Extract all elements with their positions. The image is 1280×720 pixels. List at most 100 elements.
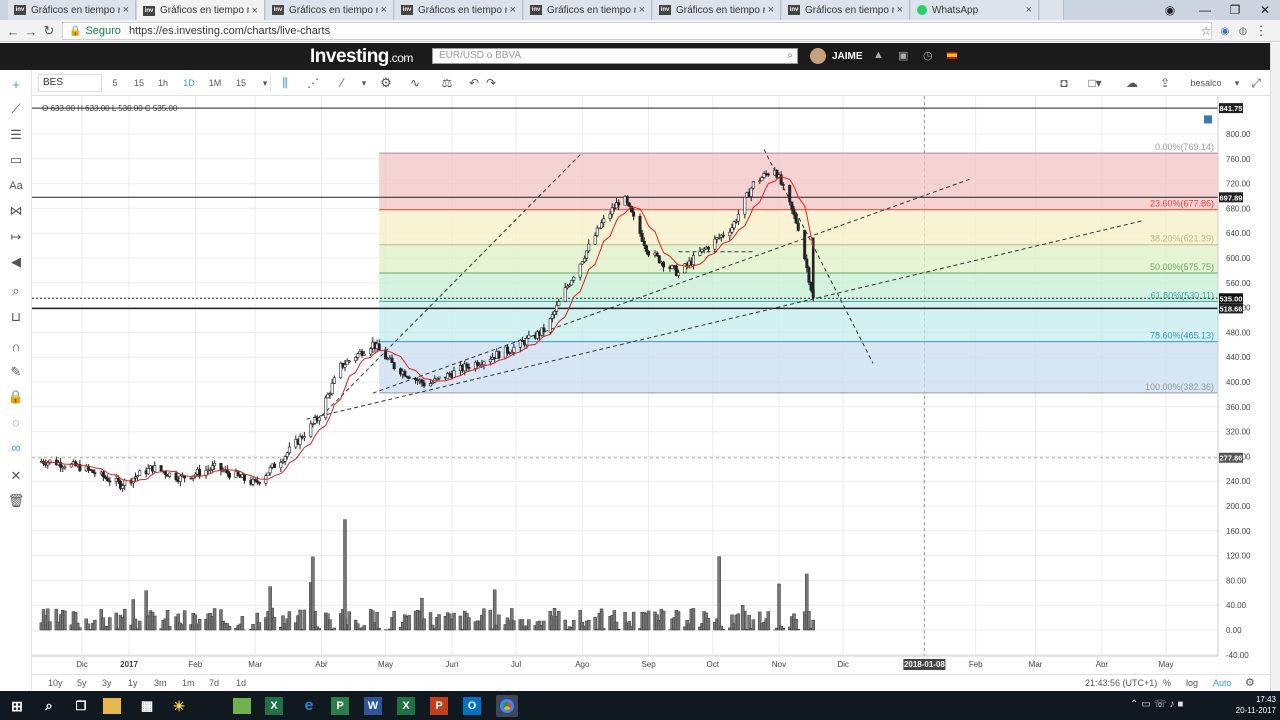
browser-tab[interactable]: inv Gráficos en tiempo real× [395, 0, 523, 20]
portfolio-icon[interactable]: ▣ [898, 50, 909, 62]
browser-tab[interactable]: inv Gráficos en tiempo real× [8, 0, 136, 20]
zoom-icon[interactable]: ⌕ [12, 283, 20, 298]
windows-start-icon[interactable]: ⊞ [11, 697, 23, 714]
user-profile-icon[interactable]: ◉ [1164, 3, 1176, 17]
range-button[interactable]: 3y [102, 678, 112, 688]
browser-tab[interactable]: inv Gráficos en tiempo real× [137, 0, 265, 21]
lock-drawings-icon[interactable]: 🔒 [7, 389, 25, 404]
range-button[interactable]: 1d [236, 678, 247, 688]
scale-option-button[interactable]: log [1186, 678, 1199, 688]
ruler-icon[interactable]: ⊔ [10, 309, 22, 324]
range-button[interactable]: 5y [77, 678, 87, 688]
symbol-input[interactable]: BES [38, 74, 102, 92]
browser-menu-icon[interactable]: ⋮ [1254, 23, 1268, 38]
interval-button[interactable]: 1D [183, 78, 195, 88]
indicators-icon[interactable]: ∿ [409, 76, 421, 90]
user-menu[interactable]: JAIME [810, 48, 863, 64]
range-button[interactable]: 10y [48, 678, 63, 688]
pattern-icon[interactable]: ⋈ [9, 203, 23, 218]
candles-style-icon[interactable]: ⫼ [282, 75, 288, 90]
account-dropdown-chevron-icon[interactable]: ▾ [1234, 77, 1240, 88]
url-field[interactable]: 🔒 Seguro https://es.investing.com/charts… [62, 22, 1212, 40]
extension-icon[interactable]: ◉ [1220, 25, 1230, 37]
taskbar-search-icon[interactable]: ⌕ [45, 698, 53, 713]
tab-close-icon[interactable]: × [122, 4, 129, 16]
browser-tab[interactable]: inv Gráficos en tiempo real× [524, 0, 652, 20]
settings-gear-icon[interactable]: ⚙ [380, 75, 392, 90]
hide-drawings-icon[interactable]: ◌ [12, 414, 20, 430]
chart-area[interactable]: 0.00%(769.14) 23.60%(677.86) 38.20%(621.39… [32, 96, 1270, 674]
scale-option-button[interactable]: Auto [1213, 678, 1232, 688]
maximize-icon[interactable]: ❐ [1229, 3, 1241, 17]
excel-green-icon[interactable]: X [265, 697, 283, 715]
browser-tab[interactable]: WhatsApp × [911, 0, 1039, 20]
range-button[interactable]: 1m [182, 678, 195, 688]
task-view-icon[interactable]: ❐ [75, 699, 87, 713]
page-scrollbar[interactable] [1270, 43, 1280, 691]
back-arrow-icon[interactable]: ← [6, 23, 20, 39]
project-app-icon[interactable]: P [331, 697, 349, 715]
excel-icon[interactable]: X [397, 697, 415, 715]
bookmark-star-icon[interactable]: ☆ [1200, 24, 1212, 38]
rectangle-icon[interactable]: ▭ [9, 152, 23, 167]
reload-icon[interactable]: ↻ [43, 23, 55, 38]
tab-close-icon[interactable]: × [509, 4, 516, 16]
undo-icon[interactable]: ↶ [468, 76, 480, 90]
tab-close-icon[interactable]: × [380, 4, 387, 16]
edge-browser-icon[interactable]: e [304, 697, 314, 714]
horizontal-lines-icon[interactable]: ☰ [10, 127, 22, 142]
alert-marker-icon[interactable] [1204, 115, 1212, 124]
browser-tab[interactable]: inv Gráficos en tiempo real× [266, 0, 394, 20]
pencil-icon[interactable]: ✎ [10, 364, 22, 379]
minimize-icon[interactable]: — [1199, 3, 1211, 17]
tab-close-icon[interactable]: × [896, 4, 903, 16]
compare-scale-icon[interactable]: ⚖ [441, 76, 453, 90]
browser-tab[interactable]: inv Gráficos en tiempo real× [782, 0, 910, 20]
line-style-icon[interactable]: ⁄ [340, 76, 343, 90]
interval-button[interactable]: 1M [208, 78, 222, 88]
redo-icon[interactable]: ↷ [485, 76, 497, 90]
file-explorer-icon[interactable] [103, 698, 121, 714]
close-window-icon[interactable]: ✕ [1259, 3, 1271, 17]
browser-tab[interactable]: inv Gráficos en tiempo real× [653, 0, 781, 20]
forward-arrow-icon[interactable]: → [24, 23, 38, 39]
link-icon[interactable]: ∞ [11, 439, 21, 455]
interval-button[interactable]: 5 [112, 78, 118, 88]
cloud-upload-icon[interactable]: ⇪ [1159, 76, 1171, 90]
clock-icon[interactable]: ◷ [923, 50, 933, 62]
text-tool-icon[interactable]: Aa [9, 180, 23, 192]
layout-icon[interactable]: □▾ [1088, 76, 1102, 90]
calculator-icon[interactable]: ▦ [140, 698, 154, 713]
price-chart[interactable]: 0.00%(769.14) 23.60%(677.86) 38.20%(621.39… [32, 96, 1270, 674]
site-search-input[interactable]: EUR/USD o BBVA ⌕ [432, 48, 798, 64]
weather-sun-icon[interactable]: ☀ [172, 697, 186, 714]
interval-button[interactable]: 1h [157, 78, 168, 88]
style-dropdown-chevron-icon[interactable]: ▾ [361, 77, 367, 88]
taskbar-clock[interactable]: 17:43 20-11-2017 [1226, 694, 1276, 716]
cloud-icon[interactable]: ☁ [1126, 76, 1138, 90]
camera-icon[interactable]: ◘ [1060, 76, 1068, 90]
chrome-active-icon[interactable] [496, 695, 518, 717]
interval-button[interactable]: 15 [235, 78, 246, 88]
folder-app-icon[interactable] [233, 698, 251, 714]
tab-close-icon[interactable]: × [251, 4, 258, 17]
range-button[interactable]: 1y [128, 678, 138, 688]
trash-icon[interactable]: 🗑 [7, 493, 25, 508]
search-icon[interactable]: ⌕ [787, 50, 793, 61]
trend-line-icon[interactable]: ⟋ [11, 101, 21, 116]
interval-button[interactable]: 15 [133, 78, 144, 88]
tab-close-icon[interactable]: × [1025, 4, 1032, 16]
scale-option-button[interactable]: % [1163, 678, 1172, 688]
investing-logo[interactable]: Investing.com [310, 46, 413, 68]
chart-settings-gear-icon[interactable]: ⚙ [1245, 677, 1255, 689]
system-tray-icons[interactable]: ⌃▭☏♪■ [1130, 699, 1187, 710]
measure-icon[interactable]: ↦ [10, 229, 22, 244]
bars-style-icon[interactable]: ⋰ [307, 76, 319, 90]
outlook-icon[interactable]: O [463, 697, 481, 715]
saved-chart-name[interactable]: besalco [1190, 78, 1222, 88]
tab-close-icon[interactable]: × [767, 4, 774, 16]
fullscreen-icon[interactable]: ⤢ [1251, 75, 1261, 90]
extension-2-icon[interactable]: ◍ [1238, 25, 1248, 37]
timezone-label[interactable]: 21:43:56 (UTC+1) [1085, 678, 1158, 688]
powerpoint-icon[interactable]: P [430, 697, 448, 715]
